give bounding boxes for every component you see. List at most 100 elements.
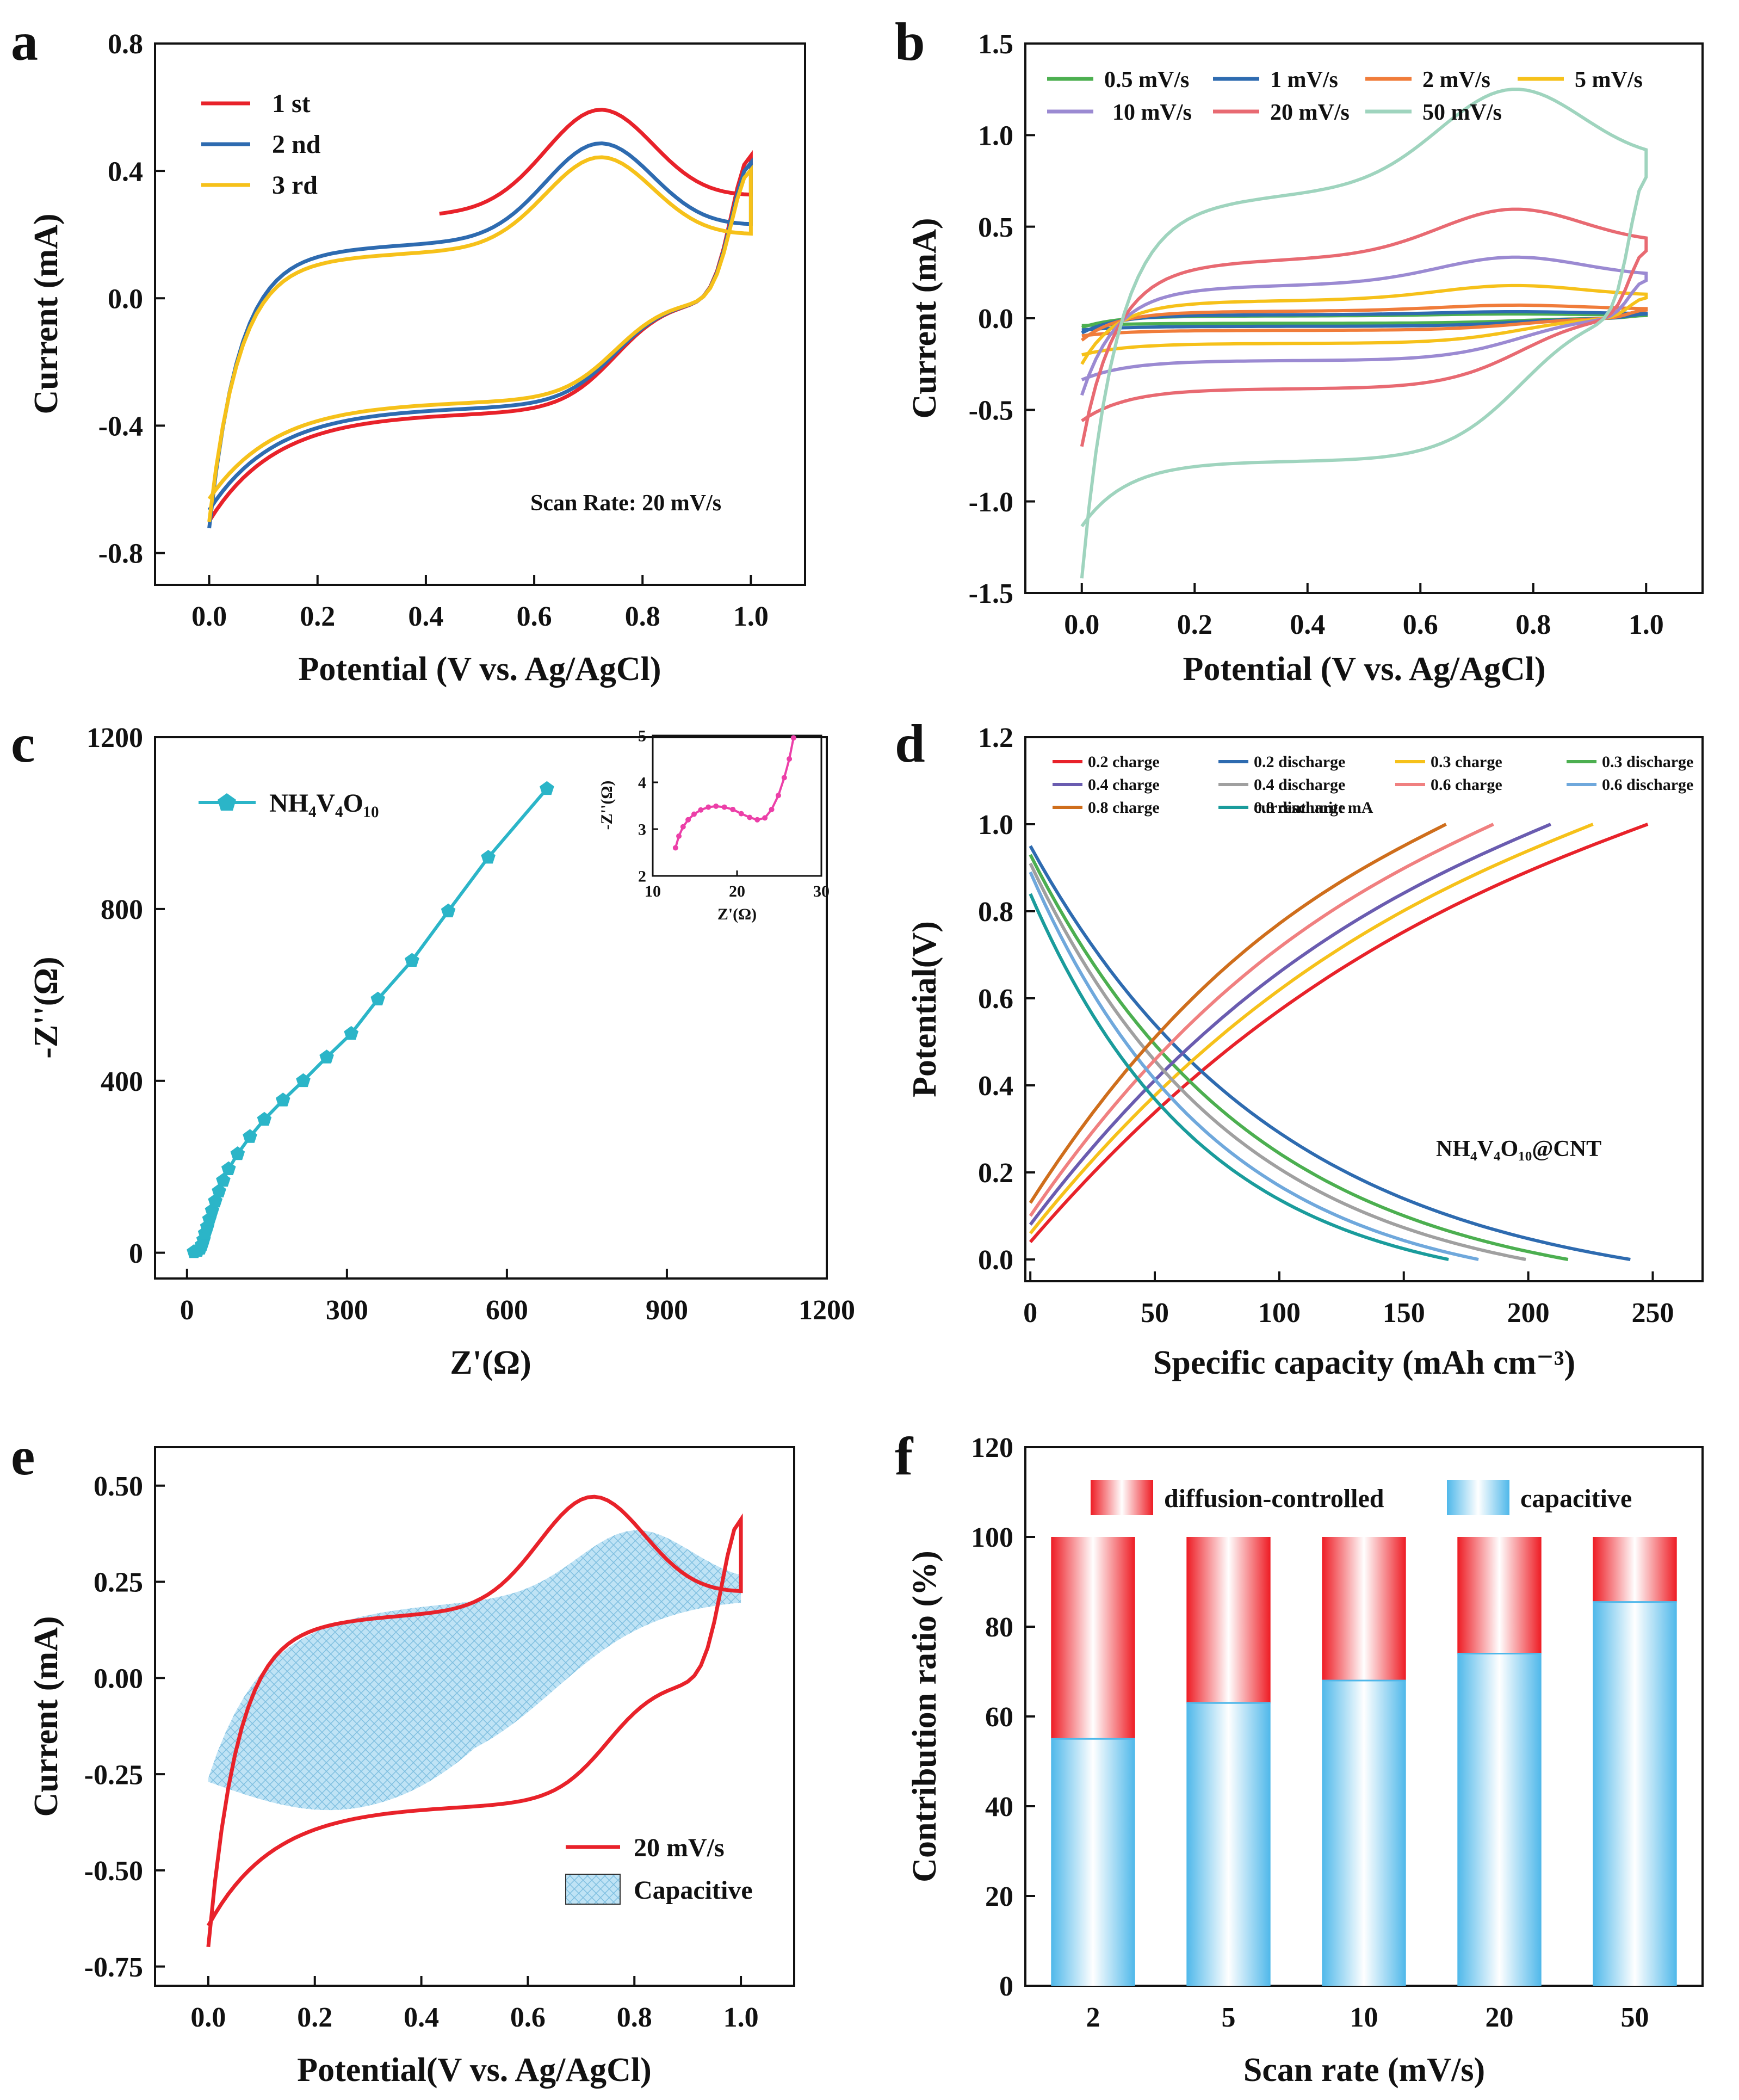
tick-group: 0 300 600 900 1200 0 400 800 1200 (86, 722, 855, 1326)
bar-diffusion (1593, 1537, 1677, 1602)
panel-e: e 0.0 0.2 0.4 0.6 0.8 1.0-0.75-0.50-0.250.000… (11, 1426, 795, 2089)
y-axis-label: Potential(V) (906, 921, 943, 1097)
cv-curve (1080, 303, 1648, 342)
x-tick-label: 0.8 (625, 601, 660, 632)
tick-group: 0 50 100 150 200 250 0.0 0.2 0.4 0.6 0.8 1.0 1.2 (978, 722, 1674, 1329)
y-tick-label: 1.0 (978, 810, 1013, 841)
x-tick-label: 600 (486, 1295, 528, 1326)
x-tick-label: 0.8 (617, 2002, 652, 2033)
x-tick-label: 0.6 (517, 601, 552, 632)
x-tick-label: 0.2 (1177, 609, 1212, 640)
inset-point (747, 814, 753, 820)
x-tick-label: 0.4 (408, 601, 443, 632)
panel-label-b: b (895, 11, 925, 72)
legend: 20 mV/s Capacitive (565, 1833, 753, 1905)
cv-curve (1080, 283, 1648, 365)
y-tick-label: -0.75 (84, 1952, 143, 1983)
bar-diffusion (1051, 1537, 1135, 1739)
data-point (481, 850, 496, 864)
y-tick-label: 20 (985, 1881, 1013, 1912)
legend-label: 0.5 mV/s (1104, 67, 1189, 92)
inset-point (775, 793, 781, 799)
y-tick-label: 0.50 (94, 1471, 143, 1502)
y-tick-label: -0.5 (969, 396, 1013, 427)
gcd-curve (1029, 871, 1479, 1261)
panel-f: f 0 20 40 60 80 100 120 2 5 10 20 50 Scan rate (mV/… (895, 1426, 1704, 2089)
x-tick-label: 1.0 (723, 2002, 759, 2033)
data-point (230, 1146, 245, 1160)
y-tick-label: 2 (638, 868, 646, 886)
x-axis-label: Z'(Ω) (450, 1344, 531, 1381)
curve-group (206, 1494, 743, 1948)
data-point (370, 991, 385, 1005)
inset-point (762, 815, 768, 821)
x-tick-label: 20 (729, 882, 745, 900)
cv-curve (1080, 207, 1648, 447)
inset-plot: 10 20 30 2 3 4 5 Z'(Ω) -Z''(Ω) (598, 727, 830, 924)
x-tick-label: 0.6 (510, 2002, 546, 2033)
bar-diffusion (1322, 1537, 1406, 1681)
legend-note: current unit: mA (1254, 799, 1373, 817)
x-tick-label: 30 (813, 882, 830, 900)
inset-y-label: -Z''(Ω) (598, 781, 616, 830)
x-tick-label: 0 (1023, 1298, 1037, 1329)
legend-label: 5 mV/s (1575, 67, 1643, 92)
legend: NH₄V₄O₁₀ (199, 789, 379, 818)
panel-label-f: f (895, 1426, 914, 1486)
y-axis-label: Contribution ratio (%) (906, 1551, 943, 1882)
inset-point (705, 804, 711, 810)
legend: 1 st 2 nd 3 rd (201, 89, 321, 200)
y-tick-label: 0.4 (108, 156, 143, 187)
tick-group: 0.0 0.2 0.4 0.6 0.8 1.0 -0.75 -0.50 -0.25 0.00 0.2… (84, 1471, 759, 2033)
legend-marker (218, 793, 236, 811)
x-tick-label: 100 (1258, 1298, 1301, 1329)
panel-d: d 0 50 100 150 200 250 0.0 0.2 0.4 0.6 0.8 1.0 1.2 S… (895, 713, 1704, 1381)
legend-swatch (1447, 1480, 1509, 1515)
legend-label: 0.3 discharge (1602, 753, 1693, 771)
material-annotation: NH₄V₄O₁₀@CNT (1436, 1137, 1601, 1162)
inset-point (685, 817, 691, 823)
panel-label-a: a (11, 11, 38, 72)
y-tick-label: 0.0 (978, 1245, 1013, 1276)
y-tick-label: -0.4 (98, 411, 143, 442)
legend-label: 20 mV/s (634, 1833, 725, 1862)
gcd-curve (1029, 823, 1594, 1234)
inset-point (754, 817, 760, 823)
y-tick-label: -1.5 (969, 578, 1013, 609)
x-tick-label: 150 (1383, 1298, 1425, 1329)
inset-point (781, 775, 787, 781)
data-point (441, 903, 456, 918)
y-axis-label: Current (mA) (28, 1616, 65, 1817)
inset-point (730, 806, 736, 812)
legend: 0.2 charge 0.2 discharge 0.3 charge 0.3 dis… (1053, 753, 1693, 817)
gcd-curve (1029, 823, 1649, 1243)
plot-frame (154, 736, 828, 1280)
y-axis-label: Current (mA) (28, 213, 65, 414)
y-tick-label: 0.6 (978, 984, 1013, 1015)
panel-b: b 0.0 0.2 0.4 0.6 0.8 1.0 -1.5 -1.0 -0.5 0.0 0.5 1.… (895, 11, 1704, 688)
y-tick-label: 400 (101, 1066, 143, 1097)
y-tick-label: 0.5 (978, 212, 1013, 243)
x-tick-label: 1.0 (1629, 609, 1664, 640)
inset-point (698, 807, 704, 813)
inset-line (674, 737, 795, 848)
data-point (221, 1161, 236, 1175)
bar-capacitive (1593, 1602, 1677, 1986)
curve-group (1029, 823, 1649, 1261)
x-tick-label: 900 (646, 1295, 688, 1326)
data-point (212, 1183, 226, 1197)
cv-curve (1081, 310, 1648, 335)
curve-group (207, 108, 753, 529)
x-tick-label: 10 (1350, 2002, 1378, 2033)
data-point (405, 953, 419, 967)
legend-label: NH₄V₄O₁₀ (269, 789, 379, 818)
x-tick-label: 300 (326, 1295, 368, 1326)
bar-capacitive (1186, 1703, 1271, 1986)
x-tick-label: 0.0 (191, 601, 227, 632)
x-tick-label: 250 (1631, 1298, 1674, 1329)
data-point (319, 1049, 334, 1064)
bar-diffusion (1186, 1537, 1271, 1703)
legend-label: 0.2 charge (1088, 753, 1160, 771)
legend-label: 0.2 discharge (1254, 753, 1345, 771)
